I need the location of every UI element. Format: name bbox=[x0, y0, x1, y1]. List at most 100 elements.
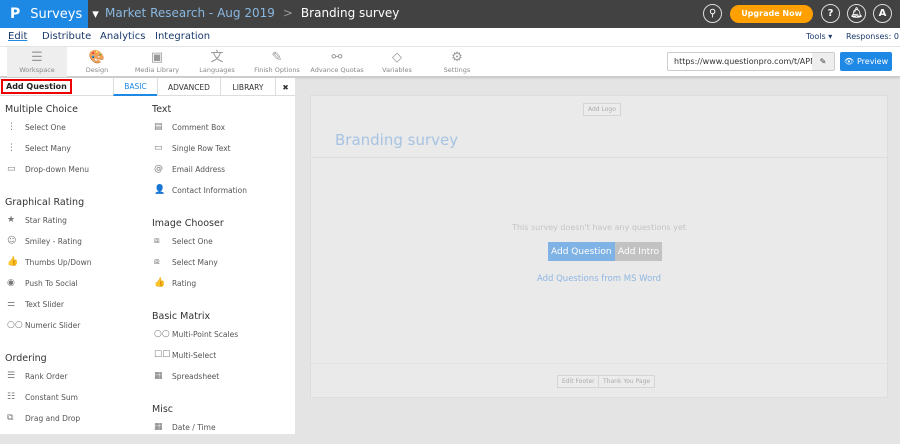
question-type-comment-box[interactable]: ▤ Comment Box bbox=[152, 123, 292, 144]
main-nav: Edit Distribute Analytics Integration To… bbox=[0, 28, 900, 47]
add-logo-button[interactable]: Add Logo bbox=[583, 103, 621, 116]
question-type-select-one[interactable]: ⋮ Select One bbox=[5, 123, 145, 144]
tool-settings[interactable]: ⚙ Settings bbox=[427, 47, 487, 77]
question-type-spreadsheet[interactable]: ▦ Spreadsheet bbox=[152, 372, 292, 393]
tool-languages[interactable]: 文 Languages bbox=[187, 47, 247, 77]
advance-quotas-icon: ⚯ bbox=[331, 50, 343, 65]
thank-you-page-button[interactable]: Thank You Page bbox=[598, 375, 656, 388]
question-type-contact-information[interactable]: 👤 Contact Information bbox=[152, 186, 292, 207]
question-type-label: Push To Social bbox=[25, 279, 78, 288]
pencil-icon[interactable]: ✎ bbox=[812, 53, 834, 70]
question-type-label: Date / Time bbox=[172, 423, 216, 432]
breadcrumb-current: Branding survey bbox=[300, 6, 400, 20]
survey-title[interactable]: Branding survey bbox=[335, 131, 459, 149]
tool-workspace[interactable]: ☰ Workspace bbox=[7, 47, 67, 77]
question-group: Multiple Choice ⋮ Select One ⋮ Select Many ▭ D… bbox=[5, 104, 145, 186]
tool-label: Workspace bbox=[19, 66, 55, 74]
add-question-button[interactable]: Add Question bbox=[548, 242, 615, 261]
question-type-label: Select Many bbox=[172, 258, 218, 267]
question-type-single-row-text[interactable]: ▭ Single Row Text bbox=[152, 144, 292, 165]
numeric-slider-icon: ○○ bbox=[7, 320, 23, 330]
tool-media-library[interactable]: ▣ Media Library bbox=[127, 47, 187, 77]
tool-finish-options[interactable]: ✎ Finish Options bbox=[247, 47, 307, 77]
breadcrumb-separator: > bbox=[282, 6, 293, 20]
question-type-email-address[interactable]: @ Email Address bbox=[152, 165, 292, 186]
date-time-icon: ▦ bbox=[154, 422, 163, 432]
tab-edit[interactable]: Edit bbox=[8, 31, 28, 42]
add-question-panel: Add Question BASIC ADVANCED LIBRARY ✖ Mu… bbox=[0, 78, 295, 434]
tab-advanced[interactable]: ADVANCED bbox=[157, 78, 220, 96]
survey-canvas: Add Logo Branding survey This survey doe… bbox=[310, 95, 888, 398]
question-type-text-slider[interactable]: ⚌ Text Slider bbox=[5, 300, 145, 321]
question-type-smiley-rating[interactable]: ☺ Smiley - Rating bbox=[5, 237, 145, 258]
tool-label: Advance Quotas bbox=[310, 66, 364, 74]
avatar[interactable]: A bbox=[873, 4, 892, 23]
thumbs-up-down-icon: 👍 bbox=[7, 257, 19, 267]
question-type-label: Comment Box bbox=[172, 123, 226, 132]
question-type-label: Numeric Slider bbox=[25, 321, 81, 330]
tool-advance-quotas[interactable]: ⚯ Advance Quotas bbox=[307, 47, 367, 77]
question-type-select-one[interactable]: ⧈ Select One bbox=[152, 237, 292, 258]
star-rating-icon: ★ bbox=[7, 215, 16, 225]
tool-variables[interactable]: ◇ Variables bbox=[367, 47, 427, 77]
question-type-constant-sum[interactable]: ☷ Constant Sum bbox=[5, 393, 145, 414]
question-type-numeric-slider[interactable]: ○○ Numeric Slider bbox=[5, 321, 145, 342]
close-icon[interactable]: ✖ bbox=[275, 78, 295, 96]
comment-box-icon: ▤ bbox=[154, 122, 163, 132]
question-type-label: Contact Information bbox=[172, 186, 247, 195]
upgrade-button[interactable]: Upgrade Now bbox=[730, 4, 813, 23]
app-name: Surveys bbox=[30, 6, 83, 22]
variables-icon: ◇ bbox=[392, 50, 402, 65]
question-type-label: Select One bbox=[172, 237, 213, 246]
tools-menu[interactable]: Tools ▾ bbox=[806, 32, 833, 41]
tool-design[interactable]: 🎨 Design bbox=[67, 47, 127, 77]
responses-count[interactable]: Responses: 0 bbox=[846, 32, 899, 41]
question-type-label: Select One bbox=[25, 123, 66, 132]
preview-button[interactable]: 👁︎ Preview bbox=[840, 52, 892, 71]
languages-icon: 文 bbox=[210, 50, 224, 65]
question-type-label: Multi-Select bbox=[172, 351, 217, 360]
breadcrumb-parent[interactable]: Market Research - Aug 2019 bbox=[105, 6, 275, 20]
question-type-select-many[interactable]: ⧈ Select Many bbox=[152, 258, 292, 279]
help-icon[interactable]: ? bbox=[821, 4, 840, 23]
question-type-rank-order[interactable]: ☰ Rank Order bbox=[5, 372, 145, 393]
tab-analytics[interactable]: Analytics bbox=[100, 31, 146, 42]
add-intro-button[interactable]: Add Intro bbox=[615, 242, 663, 261]
ms-word-link[interactable]: Add Questions from MS Word bbox=[536, 274, 662, 284]
survey-url[interactable]: https://www.questionpro.com/t/APNrFZ bbox=[674, 57, 812, 66]
question-type-rating[interactable]: 👍 Rating bbox=[152, 279, 292, 300]
spreadsheet-icon: ▦ bbox=[154, 371, 163, 381]
edit-footer-button[interactable]: Edit Footer bbox=[557, 375, 600, 388]
tab-library[interactable]: LIBRARY bbox=[220, 78, 275, 96]
question-type-multi-select[interactable]: ☐☐ Multi-Select bbox=[152, 351, 292, 372]
panel-title: Add Question bbox=[1, 79, 72, 94]
question-type-drop-down-menu[interactable]: ▭ Drop-down Menu bbox=[5, 165, 145, 186]
question-type-label: Thumbs Up/Down bbox=[25, 258, 92, 267]
question-type-label: Multi-Point Scales bbox=[172, 330, 239, 339]
select-many-icon: ⋮ bbox=[7, 143, 16, 153]
constant-sum-icon: ☷ bbox=[7, 392, 16, 402]
question-type-date-time[interactable]: ▦ Date / Time bbox=[152, 423, 292, 444]
question-type-label: Smiley - Rating bbox=[25, 237, 82, 246]
survey-url-field[interactable]: https://www.questionpro.com/t/APNrFZ✎ bbox=[667, 52, 835, 71]
question-type-label: Spreadsheet bbox=[172, 372, 220, 381]
question-type-drag-and-drop[interactable]: ⧉ Drag and Drop bbox=[5, 414, 145, 435]
question-type-thumbs-up-down[interactable]: 👍 Thumbs Up/Down bbox=[5, 258, 145, 279]
question-type-push-to-social[interactable]: ◉ Push To Social bbox=[5, 279, 145, 300]
tab-integration[interactable]: Integration bbox=[155, 31, 211, 42]
tab-distribute[interactable]: Distribute bbox=[42, 31, 92, 42]
question-type-star-rating[interactable]: ★ Star Rating bbox=[5, 216, 145, 237]
select-one-icon: ⋮ bbox=[7, 122, 16, 132]
bell-icon[interactable]: 🔔︎ bbox=[847, 4, 866, 23]
question-type-multi-point-scales[interactable]: ○○ Multi-Point Scales bbox=[152, 330, 292, 351]
question-type-select-many[interactable]: ⋮ Select Many bbox=[5, 144, 145, 165]
logo: P bbox=[10, 6, 21, 22]
tab-basic[interactable]: BASIC bbox=[113, 78, 157, 96]
group-heading: Misc bbox=[152, 404, 174, 415]
tool-label: Finish Options bbox=[254, 66, 300, 74]
search-icon[interactable]: ⚲ bbox=[703, 4, 723, 23]
select-many-icon: ⧈ bbox=[154, 257, 160, 267]
rating-icon: 👍 bbox=[154, 278, 166, 288]
preview-label: Preview bbox=[857, 57, 889, 66]
app-switcher[interactable]: P Surveys ▾ bbox=[0, 0, 99, 28]
